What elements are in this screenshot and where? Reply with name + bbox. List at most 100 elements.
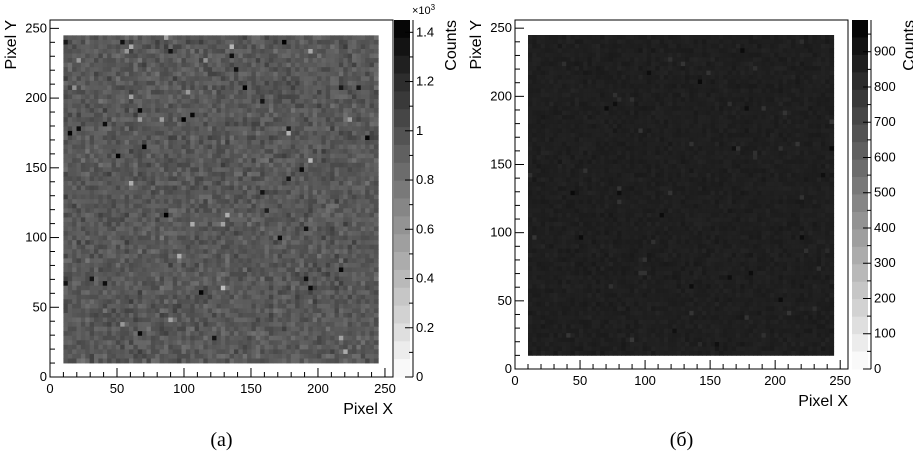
- heatmap-cell: [102, 117, 108, 123]
- heatmap-cell: [251, 335, 257, 341]
- heatmap-cell: [303, 144, 309, 150]
- heatmap-cell: [321, 44, 327, 50]
- heatmap-cell: [76, 135, 82, 141]
- heatmap-cell: [268, 117, 274, 123]
- heatmap-cell: [177, 144, 182, 150]
- heatmap-cell: [102, 35, 108, 41]
- heatmap-cell: [308, 76, 314, 82]
- heatmap-cell: [207, 48, 213, 54]
- heatmap-cell: [120, 226, 126, 232]
- heatmap-cell: [290, 58, 296, 64]
- heatmap-cell: [194, 317, 200, 323]
- heatmap-cell: [212, 212, 217, 218]
- heatmap-cell: [247, 253, 252, 259]
- heatmap-cell: [233, 167, 239, 173]
- heatmap-cell: [303, 326, 309, 332]
- heatmap-cell: [321, 344, 327, 350]
- heatmap-cell: [146, 112, 152, 118]
- heatmap-cell: [94, 312, 99, 318]
- heatmap-cell: [260, 194, 265, 200]
- heatmap-cell: [260, 262, 265, 268]
- heatmap-cell: [360, 180, 366, 186]
- heatmap-cell: [172, 262, 178, 268]
- heatmap-cell: [268, 162, 274, 168]
- heatmap-cell: [356, 276, 362, 282]
- heatmap-cell: [133, 203, 139, 209]
- heatmap-cell: [242, 203, 248, 209]
- heatmap-cell: [94, 80, 99, 86]
- heatmap-cell: [181, 258, 187, 264]
- heatmap-cell: [352, 121, 357, 127]
- heatmap-cell: [317, 185, 322, 191]
- heatmap-cell: [238, 212, 244, 218]
- heatmap-cell: [303, 162, 309, 168]
- heatmap-cell: [190, 221, 195, 227]
- heatmap-cell: [207, 35, 213, 41]
- heatmap-cell: [325, 281, 331, 287]
- heatmap-cell: [277, 112, 283, 118]
- heatmap-cell: [242, 340, 248, 346]
- heatmap-cell: [159, 89, 165, 95]
- heatmap-cell: [172, 94, 178, 100]
- heatmap-cell: [334, 144, 340, 150]
- heatmap-cell: [107, 85, 112, 91]
- heatmap-cell: [295, 130, 300, 136]
- heatmap-cell: [303, 322, 309, 328]
- heatmap-cell: [181, 326, 187, 332]
- heatmap-cell: [63, 203, 69, 209]
- heatmap-cell: [98, 253, 104, 259]
- heatmap-cell: [212, 272, 217, 277]
- heatmap-cell: [273, 135, 279, 141]
- heatmap-cell: [67, 85, 73, 91]
- heatmap-cell: [89, 158, 95, 164]
- heatmap-cell: [299, 80, 305, 86]
- heatmap-cell: [247, 221, 252, 227]
- heatmap-cell: [102, 67, 108, 73]
- heatmap-cell: [369, 203, 375, 209]
- heatmap-cell: [295, 194, 300, 200]
- heatmap-cell: [360, 117, 366, 123]
- heatmap-cell: [80, 344, 86, 350]
- heatmap-cell: [282, 190, 287, 196]
- heatmap-cell: [312, 176, 318, 182]
- heatmap-cell: [299, 44, 305, 50]
- heatmap-cell: [373, 144, 379, 150]
- heatmap-cell: [268, 240, 274, 246]
- heatmap-cell: [360, 244, 366, 250]
- heatmap-cell: [159, 312, 165, 318]
- heatmap-cell: [282, 308, 287, 314]
- heatmap-cell: [242, 272, 248, 277]
- heatmap-cell: [325, 249, 331, 255]
- heatmap-cell: [317, 221, 322, 227]
- heatmap-cell: [137, 267, 143, 273]
- heatmap-cell: [334, 212, 340, 218]
- heatmap-cell: [251, 312, 257, 318]
- heatmap-cell: [338, 144, 344, 150]
- heatmap-cell: [76, 117, 82, 123]
- heatmap-cell: [264, 240, 270, 246]
- heatmap-cell: [365, 44, 370, 50]
- heatmap-cell: [80, 308, 86, 314]
- heatmap-cell: [128, 290, 134, 296]
- heatmap-cell: [194, 281, 200, 287]
- heatmap-cell: [111, 253, 117, 259]
- heatmap-cell: [247, 48, 252, 54]
- heatmap-cell: [168, 226, 174, 232]
- heatmap-cell: [233, 94, 239, 100]
- heatmap-cell: [312, 231, 318, 237]
- heatmap-cell: [308, 62, 314, 68]
- heatmap-cell: [190, 281, 195, 287]
- heatmap-cell: [115, 99, 121, 105]
- heatmap-cell: [181, 240, 187, 246]
- heatmap-cell: [212, 312, 217, 318]
- heatmap-cell: [177, 199, 182, 205]
- heatmap-cell: [247, 140, 252, 145]
- heatmap-cell: [94, 262, 99, 268]
- heatmap-cell: [185, 331, 191, 337]
- heatmap-cell: [89, 144, 95, 150]
- heatmap-cell: [142, 89, 147, 95]
- heatmap-cell: [98, 299, 104, 305]
- heatmap-cell: [268, 135, 274, 141]
- heatmap-cell: [295, 112, 300, 118]
- heatmap-cell: [247, 312, 252, 318]
